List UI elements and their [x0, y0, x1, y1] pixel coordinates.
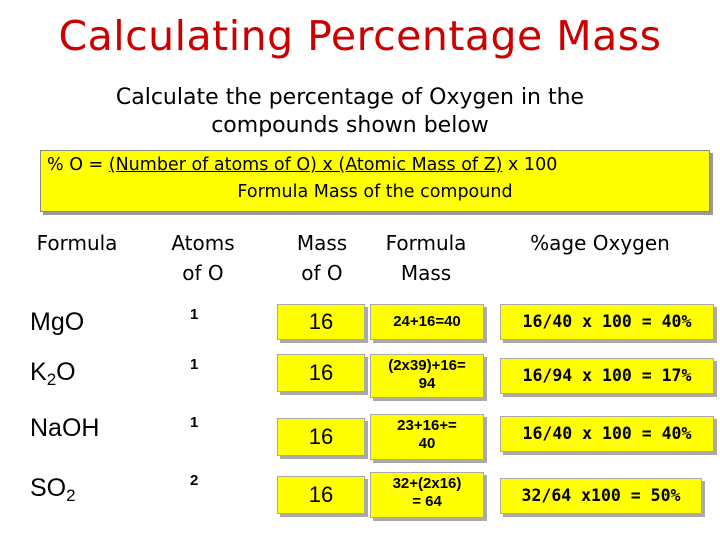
instructions-line-1: Calculate the percentage of Oxygen in th…	[115, 85, 585, 110]
header-atoms-line-2: of O	[182, 261, 224, 285]
header-mass-line-1: Mass	[296, 231, 348, 255]
compound-label: NaOH	[30, 414, 99, 443]
compound-text: K	[30, 358, 47, 386]
compound-text: NaOH	[30, 414, 100, 442]
atoms-of-o: 1	[190, 414, 199, 431]
formula-numerator-line: % O = (Number of atoms of O) x (Atomic M…	[47, 155, 557, 175]
formula-mass-cell: (2x39)+16= 94	[370, 354, 484, 398]
mass-of-o-cell: 16	[277, 476, 365, 514]
atoms-of-o: 1	[190, 356, 199, 373]
header-atoms-line-1: Atoms	[171, 231, 235, 255]
formula-denominator: Formula Mass of the compound	[237, 182, 513, 202]
percentage-cell: 16/40 x 100 = 40%	[500, 416, 714, 452]
formula-suffix: x 100	[502, 155, 558, 175]
header-formula-mass: Formula Mass	[364, 228, 488, 288]
percentage-cell: 16/94 x 100 = 17%	[500, 358, 714, 394]
compound-label: SO2	[30, 474, 76, 506]
instructions-line-2: compounds shown below	[211, 113, 489, 138]
compound-label: K2O	[30, 358, 76, 390]
compound-label: MgO	[30, 308, 84, 337]
header-percentage-oxygen: %age Oxygen	[530, 231, 670, 255]
compound-text: SO	[30, 474, 67, 502]
header-atoms: Atoms of O	[148, 228, 258, 288]
formula-numerator: (Number of atoms of O) x (Atomic Mass of…	[108, 155, 503, 175]
compound-text: MgO	[30, 308, 85, 336]
formula-mass-line-1: 23+16+=	[397, 417, 457, 434]
formula-prefix: % O =	[47, 155, 109, 175]
percentage-cell: 16/40 x 100 = 40%	[500, 304, 714, 340]
formula-mass-cell: 32+(2x16) = 64	[370, 472, 484, 518]
mass-of-o-cell: 16	[277, 354, 365, 392]
percentage-cell: 32/64 x100 = 50%	[500, 478, 702, 514]
mass-of-o-cell: 16	[277, 304, 365, 340]
compound-text-tail: O	[56, 358, 76, 386]
formula-mass-cell: 24+16=40	[370, 304, 484, 340]
atoms-of-o: 2	[190, 472, 199, 489]
compound-subscript: 2	[66, 486, 76, 505]
header-mass-of-o: Mass of O	[272, 228, 372, 288]
mass-of-o-cell: 16	[277, 418, 365, 456]
instructions: Calculate the percentage of Oxygen in th…	[70, 84, 630, 140]
header-formula: Formula	[36, 231, 118, 255]
page-title: Calculating Percentage Mass	[58, 12, 662, 60]
header-fmass-line-2: Mass	[400, 261, 452, 285]
formula-mass-line-1: 24+16=40	[393, 313, 461, 330]
formula-mass-line-2: = 64	[412, 493, 442, 510]
formula-box: % O = (Number of atoms of O) x (Atomic M…	[40, 150, 710, 212]
formula-mass-line-1: (2x39)+16=	[388, 357, 466, 374]
header-fmass-line-1: Formula	[385, 231, 467, 255]
formula-mass-cell: 23+16+= 40	[370, 414, 484, 460]
header-mass-line-2: of O	[301, 261, 343, 285]
atoms-of-o: 1	[190, 306, 199, 323]
formula-mass-line-2: 94	[418, 375, 436, 392]
compound-subscript: 2	[46, 370, 57, 389]
formula-mass-line-1: 32+(2x16)	[392, 475, 462, 492]
formula-mass-line-2: 40	[418, 435, 436, 452]
